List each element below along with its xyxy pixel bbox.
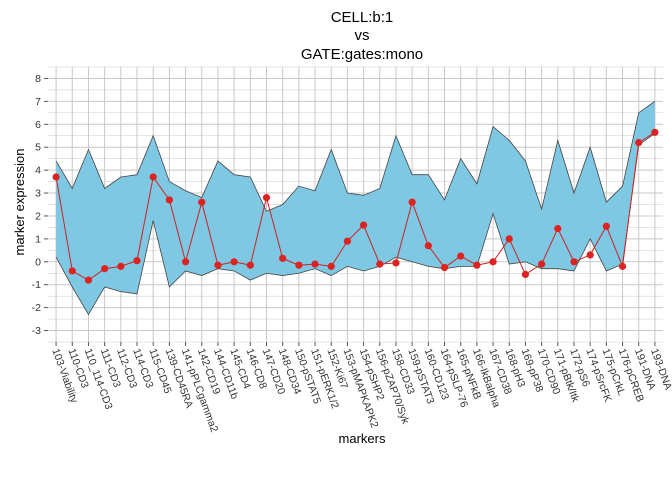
chart-title: CELL:b:1 vs GATE:gates:mono [301, 9, 423, 63]
x-axis-ticks: 103-Viability110-CD3110_114-CD3111-CD311… [49, 342, 672, 434]
title-line-2: vs [355, 27, 370, 44]
data-point [198, 198, 206, 206]
data-point [149, 173, 157, 181]
data-point [262, 194, 271, 202]
data-point [295, 261, 303, 269]
data-point [424, 242, 432, 250]
series-line [55, 131, 656, 281]
y-tick-label: 8 [35, 73, 41, 85]
band-upper-edge [55, 101, 656, 212]
data-point [117, 262, 125, 270]
y-tick-label: 6 [35, 119, 41, 131]
data-point [651, 128, 659, 136]
y-tick-label: 2 [35, 210, 41, 222]
data-point [101, 265, 109, 273]
data-point [181, 258, 190, 266]
data-point [230, 258, 238, 266]
data-point [586, 251, 594, 259]
x-axis-label: markers [339, 431, 386, 446]
band-area [55, 101, 656, 316]
data-point [602, 222, 610, 230]
title-line-3: GATE:gates:mono [301, 46, 423, 63]
data-point [279, 254, 287, 262]
y-tick-label: 1 [35, 233, 41, 245]
data-point [440, 263, 449, 272]
data-point [521, 270, 530, 278]
data-point [392, 259, 400, 267]
data-point [359, 221, 368, 229]
band-lower-edge [55, 133, 656, 316]
y-axis-ticks: -3 -2 -1 0 1 2 3 4 5 6 7 8 [32, 73, 48, 337]
y-tick-label: 7 [35, 96, 41, 108]
data-point [376, 260, 384, 268]
data-point [538, 260, 546, 268]
data-point [343, 237, 352, 245]
data-point [68, 267, 76, 275]
data-point [214, 261, 222, 269]
title-line-1: CELL:b:1 [331, 9, 394, 26]
y-tick-label: -3 [32, 325, 41, 337]
y-tick-label: 3 [35, 188, 41, 200]
data-point [570, 258, 578, 266]
data-point [327, 262, 335, 270]
y-tick-label: 0 [35, 256, 41, 268]
series-line-path [55, 131, 656, 281]
data-point [246, 261, 254, 269]
data-point [618, 262, 627, 270]
y-tick-label: -2 [32, 302, 41, 314]
y-tick-label: 4 [35, 165, 41, 177]
band-fill [56, 101, 655, 315]
y-tick-label: 5 [35, 142, 41, 154]
data-point [84, 276, 93, 284]
y-axis-label: marker expression [12, 149, 27, 256]
data-point [635, 139, 643, 147]
data-point [505, 235, 513, 243]
data-point [554, 224, 562, 233]
series-points [52, 128, 659, 284]
data-point [489, 258, 497, 266]
data-point [133, 257, 141, 265]
y-tick-label: -1 [32, 279, 41, 291]
data-point [457, 252, 465, 260]
data-point [473, 261, 481, 269]
data-point [408, 198, 416, 206]
data-point [165, 196, 173, 204]
data-point [311, 260, 319, 268]
data-point [52, 173, 60, 181]
